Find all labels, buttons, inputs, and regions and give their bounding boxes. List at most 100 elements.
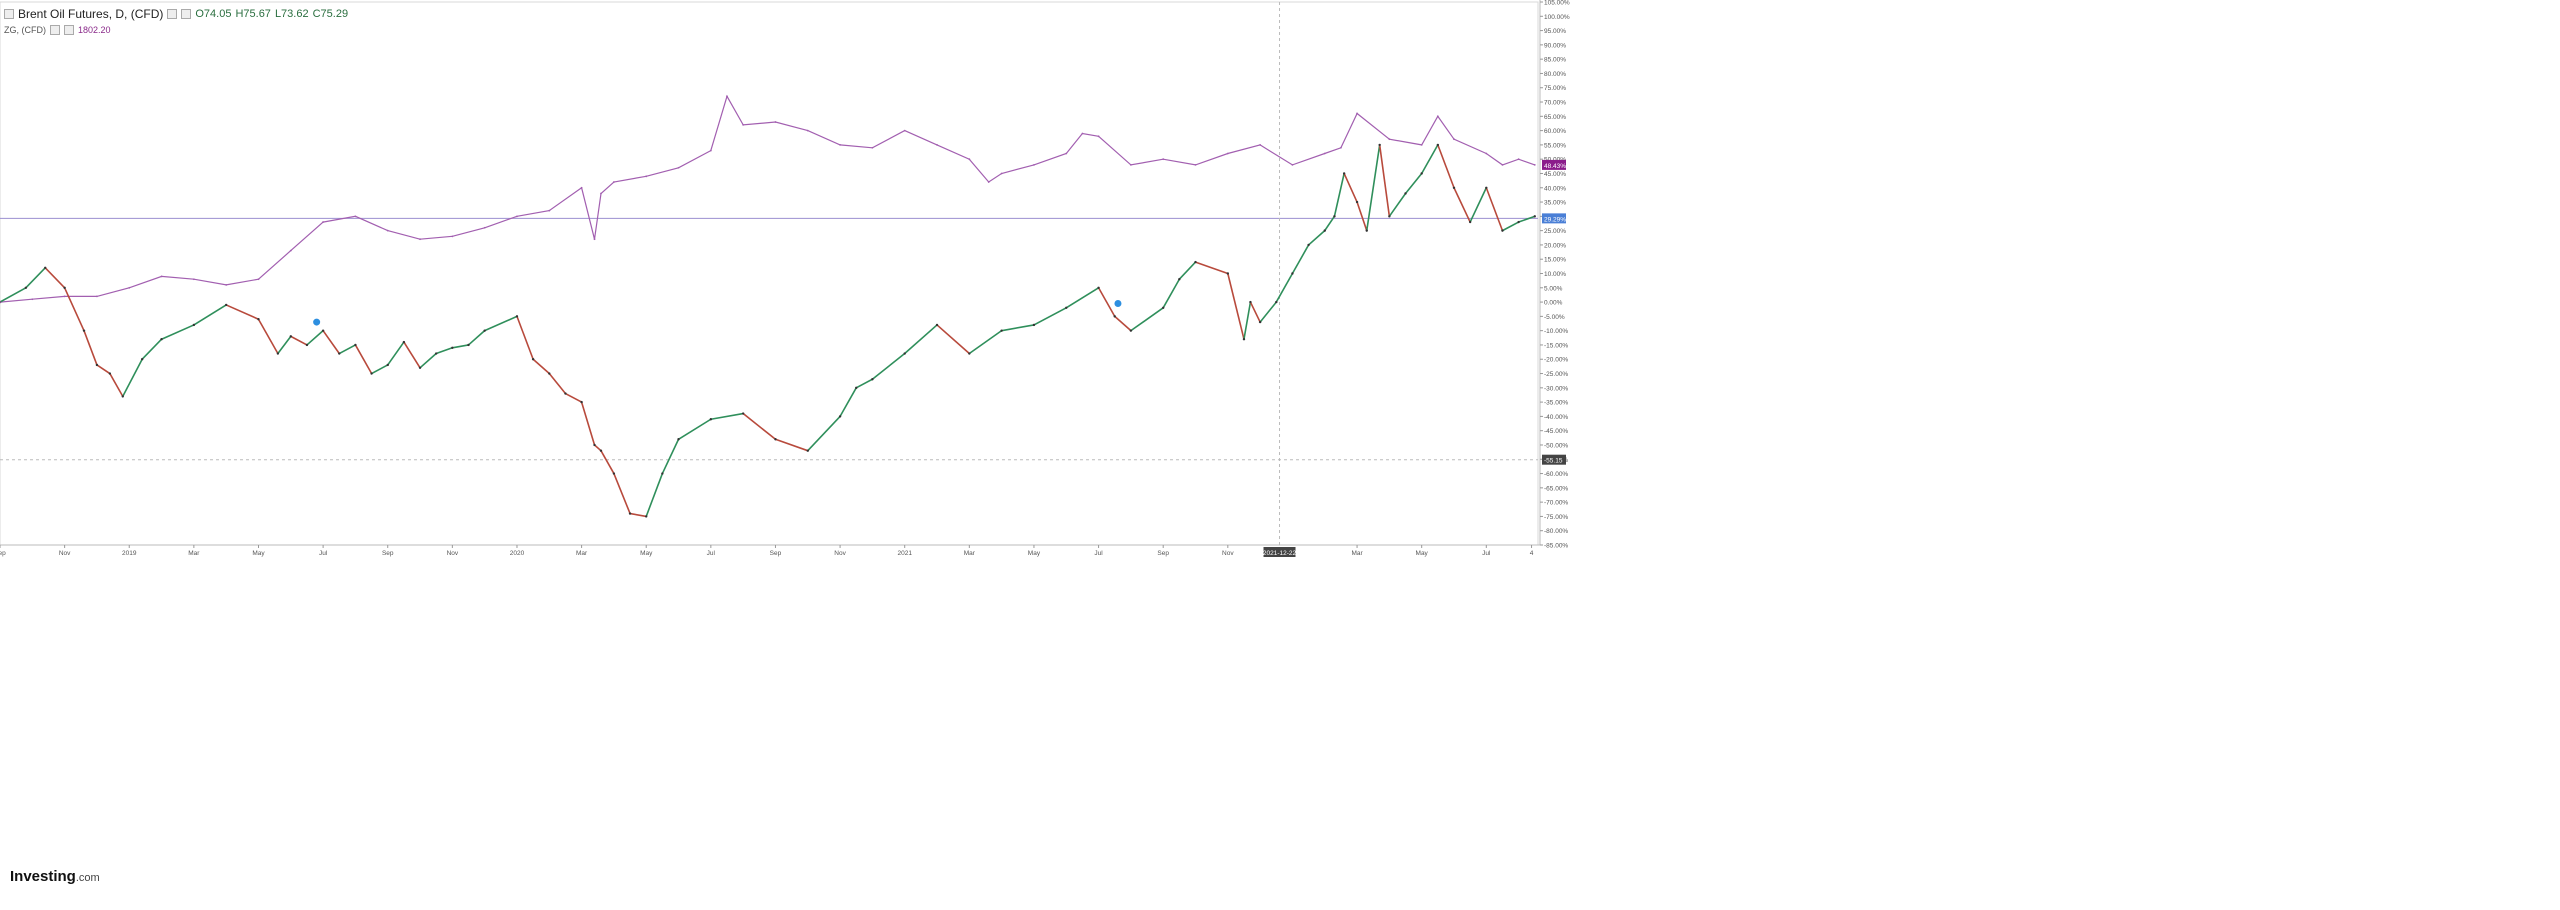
- data-point-zg: [709, 149, 712, 152]
- y-tick-label: 25.00%: [1544, 228, 1566, 235]
- plot-frame: [0, 1, 1539, 546]
- data-point-zg: [1340, 146, 1342, 149]
- series-segment-brent: [742, 412, 776, 440]
- y-tick-label: -15.00%: [1544, 342, 1568, 349]
- data-point-zg: [613, 181, 615, 183]
- data-point-brent: [1291, 272, 1294, 275]
- compare-symbol[interactable]: ZG, (CFD): [4, 25, 46, 35]
- investing-logo: Investing.com: [10, 868, 100, 885]
- data-point-brent: [63, 286, 66, 289]
- data-point-zg: [903, 129, 906, 132]
- series-segment-brent: [290, 335, 308, 346]
- crosshair-x-tag-bg: [1263, 547, 1296, 557]
- series-segment-brent: [419, 352, 437, 369]
- data-point-brent: [612, 472, 616, 475]
- series-segment-brent: [371, 364, 389, 375]
- series-segment-brent: [1291, 244, 1310, 274]
- data-point-brent: [1065, 306, 1068, 309]
- series-segment-brent: [1308, 230, 1326, 246]
- compare-hide-icon[interactable]: [64, 25, 74, 35]
- crosshair-y-tag: -55.15: [1544, 458, 1563, 465]
- series-segment-brent: [83, 330, 98, 366]
- series-segment-brent: [613, 473, 631, 514]
- series-segment-brent: [354, 344, 373, 374]
- data-point-brent: [108, 372, 112, 375]
- data-point-brent: [140, 358, 144, 361]
- data-point-brent: [44, 266, 47, 269]
- data-point-zg: [1517, 158, 1520, 161]
- data-point-brent: [548, 372, 551, 375]
- data-point-brent: [1501, 229, 1504, 232]
- data-point-zg: [160, 275, 163, 278]
- data-point-brent: [1275, 300, 1278, 304]
- data-point-zg: [1356, 112, 1358, 115]
- compare-settings-icon[interactable]: [50, 25, 60, 35]
- hide-icon[interactable]: [181, 9, 192, 19]
- data-point-brent: [1388, 215, 1391, 218]
- data-point-brent: [451, 346, 454, 350]
- series-segment-brent: [1469, 187, 1488, 223]
- y-tick-label: 105.00%: [1544, 0, 1570, 7]
- data-point-brent: [806, 449, 809, 452]
- data-point-zg: [96, 295, 98, 298]
- data-point-brent: [1307, 243, 1310, 247]
- data-point-zg: [1388, 138, 1391, 141]
- y-tick-label: -20.00%: [1544, 357, 1568, 364]
- x-tick-label: Mar: [1351, 550, 1363, 557]
- series-segment-brent: [1343, 173, 1358, 203]
- series-segment-brent: [322, 330, 340, 354]
- series-segment-brent: [775, 438, 809, 452]
- data-point-zg: [593, 238, 596, 241]
- series-segment-brent: [141, 338, 163, 360]
- y-tick-label: -60.00%: [1544, 471, 1568, 478]
- series-segment-brent: [338, 344, 356, 355]
- collapse-legend-icon[interactable]: [4, 9, 14, 19]
- series-segment-brent: [161, 324, 195, 340]
- data-point-brent: [645, 515, 648, 518]
- brent-last-value-tag-bg: [1542, 213, 1566, 224]
- crosshair-y-tag-bg: [1542, 454, 1566, 465]
- y-tick-label: -70.00%: [1544, 500, 1568, 507]
- series-segment-brent: [306, 330, 324, 346]
- data-point-brent: [855, 386, 858, 390]
- data-point-brent: [1517, 220, 1520, 224]
- data-point-zg: [645, 175, 648, 178]
- series-segment-brent: [968, 330, 1003, 355]
- data-point-brent: [1452, 186, 1456, 189]
- data-point-brent: [467, 343, 470, 347]
- data-point-brent: [531, 358, 535, 361]
- instrument-title[interactable]: Brent Oil Futures, D, (CFD): [18, 7, 164, 21]
- data-point-zg: [483, 226, 486, 229]
- series-segment-brent: [109, 373, 124, 397]
- data-point-brent: [1032, 323, 1036, 327]
- series-segment-brent: [1333, 173, 1345, 217]
- data-point-brent: [1129, 329, 1133, 332]
- data-point-brent: [192, 323, 196, 327]
- settings-icon[interactable]: [167, 9, 178, 19]
- y-tick-label: -75.00%: [1544, 514, 1568, 521]
- series-segment-brent: [1518, 215, 1536, 223]
- data-point-brent: [1365, 229, 1368, 232]
- series-line-zg: [0, 94, 1535, 303]
- data-point-brent: [1420, 172, 1423, 175]
- data-point-zg: [1226, 152, 1229, 155]
- data-point-brent: [1378, 143, 1381, 147]
- series-segment-brent: [1365, 144, 1381, 231]
- x-tick-label: Sep: [770, 550, 782, 557]
- series-segment-brent: [532, 358, 550, 375]
- series-segment-brent: [855, 378, 873, 389]
- series-segment-brent: [678, 418, 712, 440]
- data-point-brent: [1242, 338, 1246, 341]
- data-point-zg: [1129, 164, 1132, 166]
- data-point-zg: [968, 158, 971, 161]
- series-segment-brent: [839, 387, 857, 417]
- series-segment-brent: [516, 316, 534, 360]
- close-value: C75.29: [312, 8, 349, 20]
- y-tick-label: 40.00%: [1544, 185, 1566, 192]
- data-point-brent: [1161, 306, 1165, 309]
- series-segment-brent: [580, 401, 596, 446]
- data-point-brent: [564, 392, 567, 395]
- open-value: O74.05: [195, 8, 232, 20]
- y-tick-label: 85.00%: [1544, 57, 1566, 64]
